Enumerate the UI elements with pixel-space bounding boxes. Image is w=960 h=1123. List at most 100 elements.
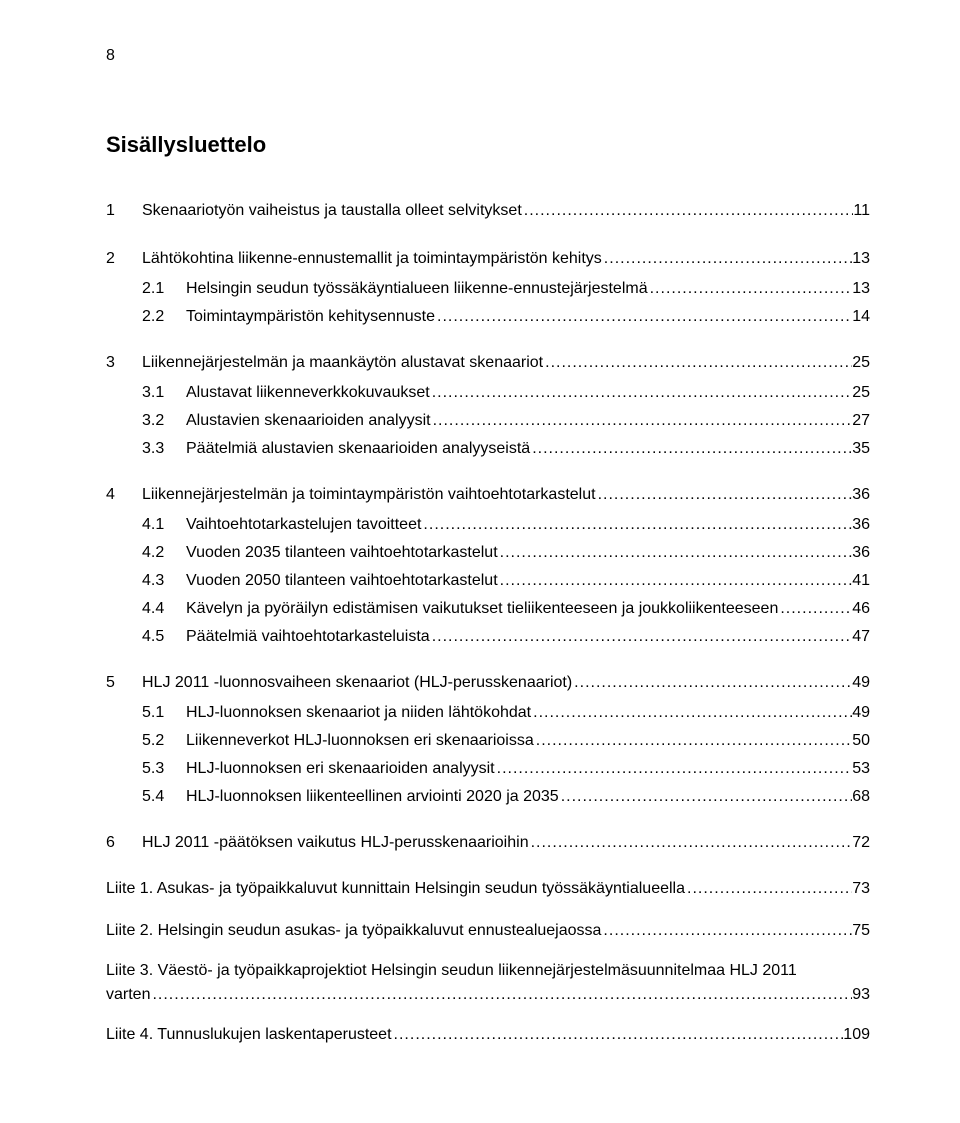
toc-entry-number: 3.1 (142, 381, 186, 405)
toc-entry-number: 5.4 (142, 785, 186, 809)
toc-entry-page: 13 (852, 247, 870, 271)
toc-entry-page: 36 (852, 513, 870, 537)
appendix-entry: Liite 2. Helsingin seudun asukas- ja työ… (106, 917, 870, 945)
toc-entry-level1: 4Liikennejärjestelmän ja toimintaympäris… (106, 479, 870, 511)
toc-entry-title: Alustavien skenaarioiden analyysit (186, 409, 431, 433)
toc-entry-number: 3.3 (142, 437, 186, 461)
toc-leader (601, 919, 852, 943)
toc-entry-number: 3 (106, 351, 142, 375)
toc-entry-page: 36 (852, 541, 870, 565)
toc-leader (559, 785, 853, 809)
toc-leader (498, 569, 853, 593)
toc-section: 2Lähtökohtina liikenne-ennustemallit ja … (106, 243, 870, 331)
toc-entry-level2: 2.2Toimintaympäristön kehitysennuste14 (106, 303, 870, 331)
toc-entry-page: 46 (852, 597, 870, 621)
toc-leader (435, 305, 852, 329)
toc-entry-number: 3.2 (142, 409, 186, 433)
toc-leader (431, 409, 853, 433)
toc-entry-page: 13 (852, 277, 870, 301)
toc-entry-page: 11 (853, 199, 870, 223)
toc-entry-page: 35 (852, 437, 870, 461)
toc-entry-level2: 3.3Päätelmiä alustavien skenaarioiden an… (106, 435, 870, 463)
toc-entry-level1: 1Skenaariotyön vaiheistus ja taustalla o… (106, 195, 870, 227)
toc-entry-title: Vuoden 2035 tilanteen vaihtoehtotarkaste… (186, 541, 498, 565)
toc-entry-title: Liikennejärjestelmän ja maankäytön alust… (142, 351, 543, 375)
toc-entry-title: HLJ-luonnoksen skenaariot ja niiden läht… (186, 701, 531, 725)
appendix-page: 73 (852, 877, 870, 901)
toc-entry-page: 25 (852, 351, 870, 375)
toc-entry-number: 2.1 (142, 277, 186, 301)
toc-section: 6HLJ 2011 -päätöksen vaikutus HLJ-peruss… (106, 827, 870, 859)
toc-entry-level2: 4.2Vuoden 2035 tilanteen vaihtoehtotarka… (106, 539, 870, 567)
toc-entry-number: 4.3 (142, 569, 186, 593)
toc-entry-title: Alustavat liikenneverkkokuvaukset (186, 381, 430, 405)
toc-entry-number: 4.1 (142, 513, 186, 537)
toc-entry-title: HLJ 2011 -päätöksen vaikutus HLJ-perussk… (142, 831, 529, 855)
toc-section: 1Skenaariotyön vaiheistus ja taustalla o… (106, 195, 870, 227)
toc-entry-level1: 3Liikennejärjestelmän ja maankäytön alus… (106, 347, 870, 379)
toc-entry-page: 49 (852, 701, 870, 725)
toc-leader (596, 483, 853, 507)
toc-section: 5HLJ 2011 -luonnosvaiheen skenaariot (HL… (106, 667, 870, 811)
toc-entry-level2: 5.3HLJ-luonnoksen eri skenaarioiden anal… (106, 755, 870, 783)
appendix-title-line1: Liite 3. Väestö- ja työpaikkaprojektiot … (106, 959, 870, 983)
toc-entry-page: 41 (852, 569, 870, 593)
toc-leader (534, 729, 852, 753)
toc-leader (530, 437, 852, 461)
toc-entry-number: 4.2 (142, 541, 186, 565)
toc-leader (522, 199, 854, 223)
toc-entry-title: Kävelyn ja pyöräilyn edistämisen vaikutu… (186, 597, 778, 621)
toc-entry-page: 47 (852, 625, 870, 649)
toc-entry-number: 5.2 (142, 729, 186, 753)
toc-entry-page: 25 (852, 381, 870, 405)
toc-entry-number: 5.3 (142, 757, 186, 781)
appendix-entry: Liite 3. Väestö- ja työpaikkaprojektiot … (106, 959, 870, 1007)
toc-entry-level2: 4.3Vuoden 2050 tilanteen vaihtoehtotarka… (106, 567, 870, 595)
toc-entry-number: 5 (106, 671, 142, 695)
appendix-title-line2: varten (106, 983, 150, 1007)
toc-entry-page: 50 (852, 729, 870, 753)
toc-entry-page: 14 (852, 305, 870, 329)
toc-entry-level1: 6HLJ 2011 -päätöksen vaikutus HLJ-peruss… (106, 827, 870, 859)
toc-entry-level2: 3.1Alustavat liikenneverkkokuvaukset 25 (106, 379, 870, 407)
toc-leader (150, 983, 852, 1007)
appendix-title: Liite 2. Helsingin seudun asukas- ja työ… (106, 919, 601, 943)
toc-leader (543, 351, 852, 375)
appendix-entry: Liite 4. Tunnuslukujen laskentaperusteet… (106, 1021, 870, 1049)
toc-entry-title: Skenaariotyön vaiheistus ja taustalla ol… (142, 199, 522, 223)
toc-entry-title: HLJ-luonnoksen liikenteellinen arviointi… (186, 785, 559, 809)
appendix-title: Liite 4. Tunnuslukujen laskentaperusteet (106, 1023, 392, 1047)
toc-entry-level2: 5.1HLJ-luonnoksen skenaariot ja niiden l… (106, 699, 870, 727)
toc-entry-number: 4.5 (142, 625, 186, 649)
toc-entry-title: Toimintaympäristön kehitysennuste (186, 305, 435, 329)
toc-entry-title: Vuoden 2050 tilanteen vaihtoehtotarkaste… (186, 569, 498, 593)
appendix-entry: Liite 1. Asukas- ja työpaikkaluvut kunni… (106, 875, 870, 903)
appendix-page: 93 (852, 983, 870, 1007)
toc-leader (602, 247, 852, 271)
toc-entry-number: 6 (106, 831, 142, 855)
toc-section: 4Liikennejärjestelmän ja toimintaympäris… (106, 479, 870, 651)
toc-entry-level1: 5HLJ 2011 -luonnosvaiheen skenaariot (HL… (106, 667, 870, 699)
toc-entry-title: Helsingin seudun työssäkäyntialueen liik… (186, 277, 648, 301)
document-page: 8 Sisällysluettelo 1Skenaariotyön vaihei… (0, 0, 960, 1123)
toc-entry-title: Liikenneverkot HLJ-luonnoksen eri skenaa… (186, 729, 534, 753)
toc-entry-page: 49 (852, 671, 870, 695)
toc-entry-page: 68 (852, 785, 870, 809)
toc-leader (778, 597, 852, 621)
toc-entry-level2: 2.1Helsingin seudun työssäkäyntialueen l… (106, 275, 870, 303)
toc-entry-number: 4 (106, 483, 142, 507)
toc-entry-number: 5.1 (142, 701, 186, 725)
toc-entry-number: 4.4 (142, 597, 186, 621)
toc-entry-level2: 4.1Vaihtoehtotarkastelujen tavoitteet 36 (106, 511, 870, 539)
toc-entry-title: Päätelmiä alustavien skenaarioiden analy… (186, 437, 530, 461)
toc-leader (495, 757, 853, 781)
toc-entry-level1: 2Lähtökohtina liikenne-ennustemallit ja … (106, 243, 870, 275)
appendix-title: Liite 1. Asukas- ja työpaikkaluvut kunni… (106, 877, 685, 901)
toc-leader (430, 625, 853, 649)
toc-entry-title: Lähtökohtina liikenne-ennustemallit ja t… (142, 247, 602, 271)
toc-entry-level2: 5.4HLJ-luonnoksen liikenteellinen arvioi… (106, 783, 870, 811)
toc-leader (572, 671, 852, 695)
toc-section: 3Liikennejärjestelmän ja maankäytön alus… (106, 347, 870, 463)
toc-entry-title: Vaihtoehtotarkastelujen tavoitteet (186, 513, 421, 537)
toc-entry-level2: 4.4Kävelyn ja pyöräilyn edistämisen vaik… (106, 595, 870, 623)
